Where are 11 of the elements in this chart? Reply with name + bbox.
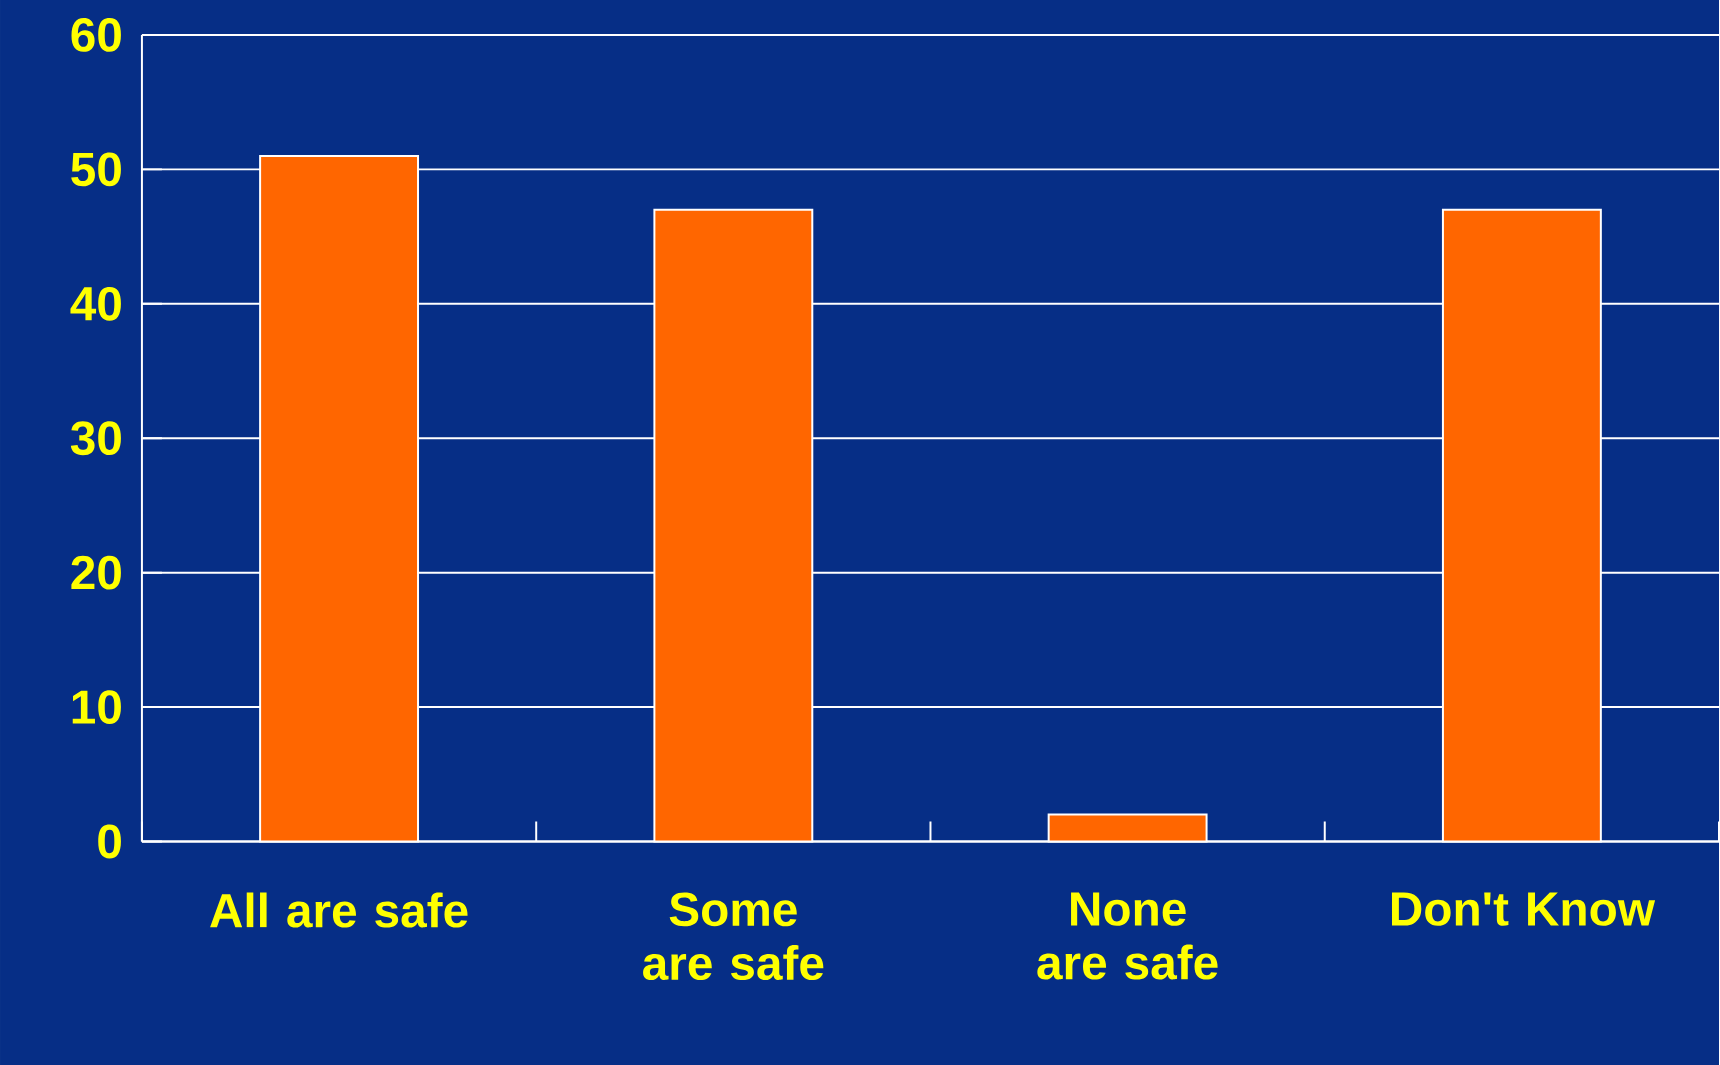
x-tick-label: All are safe: [210, 892, 468, 928]
y-tick-label: 20: [71, 555, 121, 590]
y-tick-label: 60: [71, 17, 121, 52]
y-tick-label: 10: [72, 689, 121, 724]
y-tick-label: 50: [71, 152, 121, 187]
y-tick-label: 0: [98, 824, 121, 859]
y-tick-label: 40: [70, 286, 121, 321]
x-tick-label: None are safe: [1037, 892, 1218, 980]
y-tick-label: 30: [70, 421, 121, 455]
x-tick-label: Some are safe: [643, 892, 824, 980]
x-tick-label: Don't Know: [1391, 892, 1656, 926]
